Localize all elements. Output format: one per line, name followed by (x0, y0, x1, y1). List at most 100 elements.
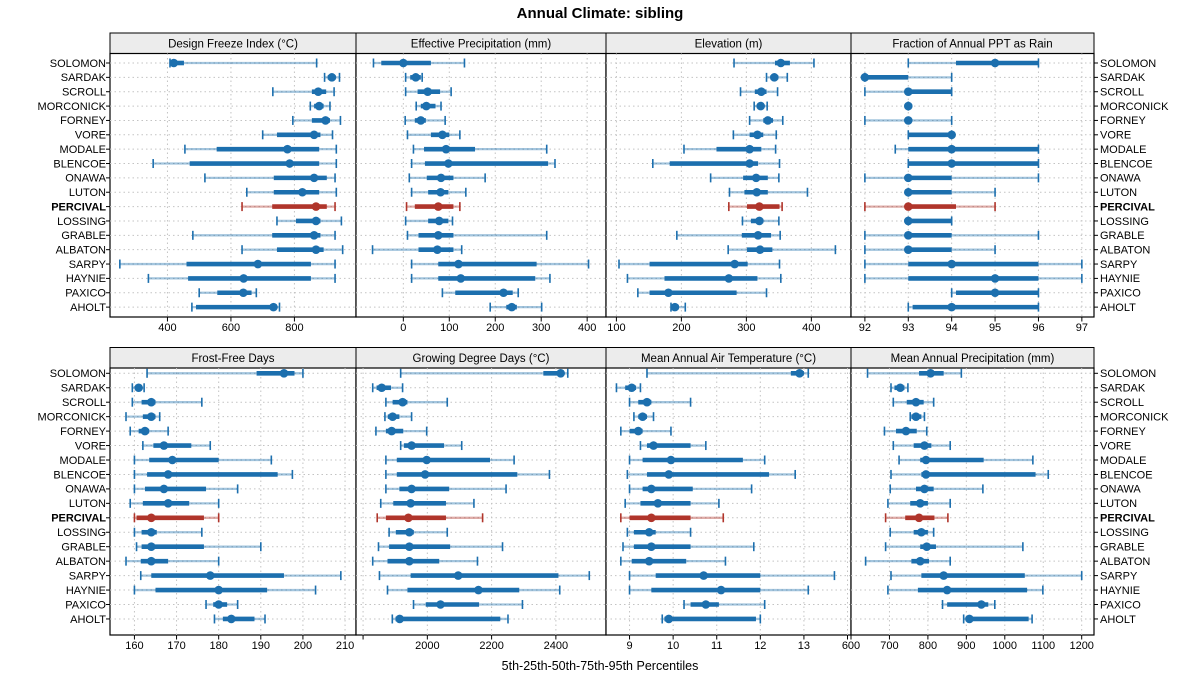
median-dot (770, 73, 779, 82)
percentile-row-grable-mean-annual-precipitation-mm (884, 542, 1024, 552)
median-dot (444, 159, 453, 168)
median-dot (454, 259, 463, 269)
percentile-row-forney-fraction-of-annual-ppt-as-rain (864, 115, 953, 125)
percentile-row-aholt-fraction-of-annual-ppt-as-rain (907, 302, 1040, 312)
median-dot (756, 101, 765, 111)
median-dot (647, 513, 656, 523)
percentile-row-onawa-effective-precipitation-mm (408, 173, 486, 183)
percentile-row-grable-fraction-of-annual-ppt-as-rain (864, 230, 1040, 240)
percentile-row-paxico-mean-annual-air-temperature-c (683, 600, 766, 609)
percentile-row-albaton-effective-precipitation-mm (371, 245, 463, 255)
percentile-row-solomon-effective-precipitation-mm (372, 58, 466, 68)
median-dot (753, 231, 763, 240)
panel-elevation-m (605, 52, 852, 318)
median-dot (405, 556, 414, 566)
median-dot (664, 288, 673, 298)
median-dot (990, 274, 1000, 283)
percentile-row-morconick-mean-annual-air-temperature-c (633, 412, 655, 422)
percentile-row-blencoe-mean-annual-air-temperature-c (626, 469, 796, 479)
percentile-row-aholt-frost-free-days (213, 614, 266, 624)
axis-tick-label: 800 (285, 322, 303, 334)
station-label-right-aholt: AHOLT (1100, 302, 1136, 314)
median-dot (915, 556, 925, 566)
axis-tick-label: 400 (802, 322, 820, 334)
median-dot (699, 571, 708, 580)
percentile-row-vore-design-freeze-index-c (261, 130, 334, 140)
station-label-right-vore: VORE (1100, 130, 1131, 142)
percentile-row-lossing-design-freeze-index-c (276, 216, 343, 226)
median-dot (146, 556, 156, 566)
percentile-row-albaton-mean-annual-precipitation-mm (864, 556, 951, 566)
median-dot (205, 571, 215, 580)
station-label-left-lossing: LOSSING (57, 527, 106, 539)
station-label-left-lossing: LOSSING (57, 216, 106, 228)
percentile-row-sardak-effective-precipitation-mm (404, 72, 423, 82)
station-label-left-sarpy: SARPY (69, 259, 107, 271)
station-label-right-sardak: SARDAK (1100, 72, 1146, 84)
median-dot (942, 585, 952, 595)
percentile-row-grable-growing-degree-days-c (377, 542, 504, 552)
station-label-right-paxico: PAXICO (1100, 599, 1141, 611)
station-label-left-paxico: PAXICO (65, 599, 106, 611)
percentile-row-sarpy-elevation-m (618, 259, 781, 269)
strip-title-growing-degree-days-c: Growing Degree Days (°C) (413, 353, 550, 365)
strip-title-elevation-m: Elevation (m) (695, 39, 763, 51)
median-dot (309, 231, 319, 240)
axis-tick-label: 95 (989, 322, 1001, 334)
station-label-left-luton: LUTON (69, 498, 106, 510)
axis-tick-label: 600 (222, 322, 240, 334)
median-dot (977, 600, 986, 609)
percentile-row-solomon-mean-annual-precipitation-mm (866, 368, 963, 378)
percentile-row-percival-frost-free-days (133, 513, 220, 523)
median-dot (456, 274, 466, 283)
percentile-row-blencoe-design-freeze-index-c (152, 159, 338, 169)
median-dot (146, 397, 156, 407)
percentile-row-haynie-design-freeze-index-c (147, 273, 336, 283)
percentile-row-paxico-design-freeze-index-c (198, 288, 258, 298)
median-dot (753, 130, 762, 140)
median-dot (239, 288, 248, 298)
median-dot (730, 259, 739, 269)
median-dot (441, 144, 451, 154)
median-dot (159, 484, 169, 494)
station-label-right-percival: PERCIVAL (1100, 513, 1155, 525)
median-dot (903, 187, 913, 197)
station-label-right-scroll: SCROLL (1100, 87, 1144, 99)
percentile-row-modale-elevation-m (683, 144, 777, 154)
median-dot (453, 571, 463, 580)
station-label-left-sardak: SARDAK (61, 383, 107, 395)
percentile-row-sarpy-fraction-of-annual-ppt-as-rain (864, 259, 1083, 269)
axis-tick-label: 1000 (993, 640, 1017, 652)
percentile-row-haynie-mean-annual-precipitation-mm (887, 585, 1044, 595)
median-dot (903, 245, 913, 254)
percentile-row-blencoe-effective-precipitation-mm (410, 159, 556, 169)
station-label-left-percival: PERCIVAL (51, 513, 106, 525)
median-dot (911, 397, 921, 407)
percentile-row-blencoe-growing-degree-days-c (385, 469, 551, 479)
median-dot (416, 116, 426, 125)
station-label-right-forney: FORNEY (1100, 426, 1147, 438)
median-dot (407, 441, 416, 450)
median-dot (701, 600, 711, 609)
median-dot (751, 173, 761, 183)
station-label-left-luton: LUTON (69, 187, 106, 199)
percentile-row-forney-effective-precipitation-mm (404, 115, 446, 125)
median-dot (227, 614, 236, 624)
median-dot (387, 426, 396, 436)
median-dot (642, 397, 652, 407)
station-label-left-forney: FORNEY (60, 426, 107, 438)
median-dot (214, 600, 223, 609)
station-label-right-albaton: ALBATON (1100, 556, 1150, 568)
percentile-row-onawa-frost-free-days (133, 484, 239, 494)
axis-tick-label: 300 (532, 322, 550, 334)
median-dot (433, 202, 443, 211)
station-label-left-onawa: ONAWA (65, 484, 106, 496)
median-dot (405, 527, 414, 537)
station-label-right-grable: GRABLE (1100, 230, 1145, 242)
percentile-row-forney-elevation-m (748, 115, 784, 125)
median-dot (422, 455, 431, 465)
axis-tick-label: 900 (957, 640, 975, 652)
axis-tick-label: 12 (754, 640, 766, 652)
median-dot (556, 369, 565, 378)
station-label-right-aholt: AHOLT (1100, 614, 1136, 626)
